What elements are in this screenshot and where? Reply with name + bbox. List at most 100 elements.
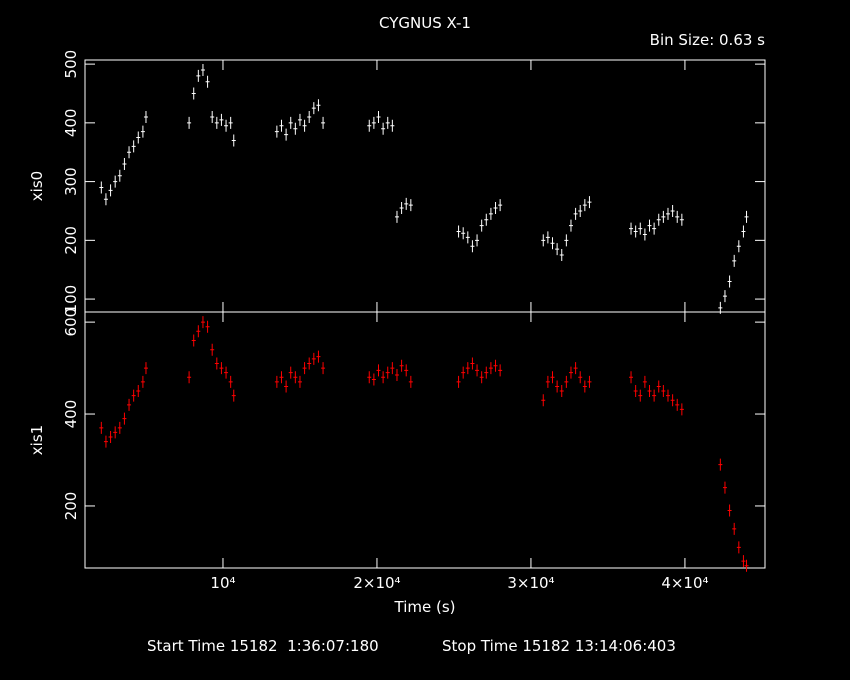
data-point — [670, 394, 675, 407]
data-point — [103, 193, 108, 206]
data-point — [122, 157, 127, 170]
data-point — [475, 364, 480, 377]
data-point — [656, 380, 661, 393]
data-point — [231, 389, 236, 402]
data-point — [371, 116, 376, 129]
data-point — [390, 362, 395, 375]
data-point — [545, 375, 550, 388]
data-point — [578, 204, 583, 217]
data-point — [99, 181, 104, 194]
y-tick-label: 400 — [62, 400, 80, 429]
data-point — [136, 131, 141, 144]
data-point — [629, 371, 634, 384]
data-point — [741, 555, 746, 568]
data-point — [376, 364, 381, 377]
y-axis-label: xis0 — [28, 171, 46, 201]
data-point — [113, 175, 118, 188]
data-point — [665, 207, 670, 220]
data-point — [140, 375, 145, 388]
data-point — [722, 481, 727, 494]
data-point — [670, 204, 675, 217]
x-tick-label: 10⁴ — [210, 574, 235, 592]
y-tick-label: 200 — [62, 226, 80, 255]
data-point — [140, 125, 145, 138]
data-point — [744, 210, 749, 223]
data-point — [642, 375, 647, 388]
data-point — [381, 371, 386, 384]
data-point — [284, 128, 289, 141]
data-point — [493, 359, 498, 372]
data-point — [545, 231, 550, 244]
data-point — [131, 389, 136, 402]
data-point — [541, 394, 546, 407]
data-point — [293, 122, 298, 135]
data-point — [642, 228, 647, 241]
data-point — [143, 110, 148, 123]
data-point — [555, 243, 560, 256]
data-point — [117, 169, 122, 182]
y-tick-label: 600 — [62, 308, 80, 337]
data-point — [479, 219, 484, 232]
y-tick-label: 300 — [62, 167, 80, 196]
data-point — [647, 219, 652, 232]
data-point — [224, 366, 229, 379]
x-tick-label: 2×10⁴ — [353, 574, 400, 592]
data-point — [316, 99, 321, 112]
data-point — [302, 119, 307, 132]
data-point — [587, 196, 592, 209]
data-point — [279, 119, 284, 132]
y-tick-label: 100 — [62, 285, 80, 314]
data-point — [399, 359, 404, 372]
data-point — [718, 301, 723, 314]
data-point — [661, 385, 666, 398]
data-point — [381, 122, 386, 135]
y-tick-label: 200 — [62, 492, 80, 521]
data-point — [191, 334, 196, 347]
data-point — [727, 504, 732, 517]
data-point — [559, 385, 564, 398]
data-point — [311, 102, 316, 115]
x-tick-label: 4×10⁴ — [661, 574, 708, 592]
data-point — [385, 366, 390, 379]
data-point — [279, 371, 284, 384]
data-point — [321, 116, 326, 129]
data-point — [371, 373, 376, 386]
data-point — [191, 87, 196, 100]
data-point — [196, 325, 201, 338]
data-point — [307, 110, 312, 123]
data-point — [390, 119, 395, 132]
data-point — [461, 227, 466, 240]
chart-title: CYGNUS X-1 — [379, 14, 471, 32]
data-point — [122, 412, 127, 425]
data-point — [200, 63, 205, 76]
data-point — [302, 362, 307, 375]
data-point — [231, 134, 236, 147]
data-point — [718, 458, 723, 471]
data-point — [376, 110, 381, 123]
data-point — [479, 371, 484, 384]
data-point — [316, 350, 321, 363]
data-point — [127, 146, 132, 159]
data-point — [661, 210, 666, 223]
data-point — [484, 213, 489, 226]
data-point — [205, 75, 210, 88]
data-point — [573, 207, 578, 220]
data-point — [465, 362, 470, 375]
data-point — [187, 371, 192, 384]
data-point — [288, 366, 293, 379]
data-point — [399, 202, 404, 215]
data-point — [187, 116, 192, 129]
data-point — [679, 213, 684, 226]
data-point — [311, 352, 316, 365]
stop-time: Stop Time 15182 13:14:06:403 — [442, 637, 676, 655]
data-point — [573, 362, 578, 375]
data-point — [214, 116, 219, 129]
data-point — [638, 222, 643, 235]
data-point — [550, 237, 555, 250]
data-point — [284, 380, 289, 393]
data-point — [456, 375, 461, 388]
data-point — [470, 357, 475, 370]
data-point — [727, 275, 732, 288]
